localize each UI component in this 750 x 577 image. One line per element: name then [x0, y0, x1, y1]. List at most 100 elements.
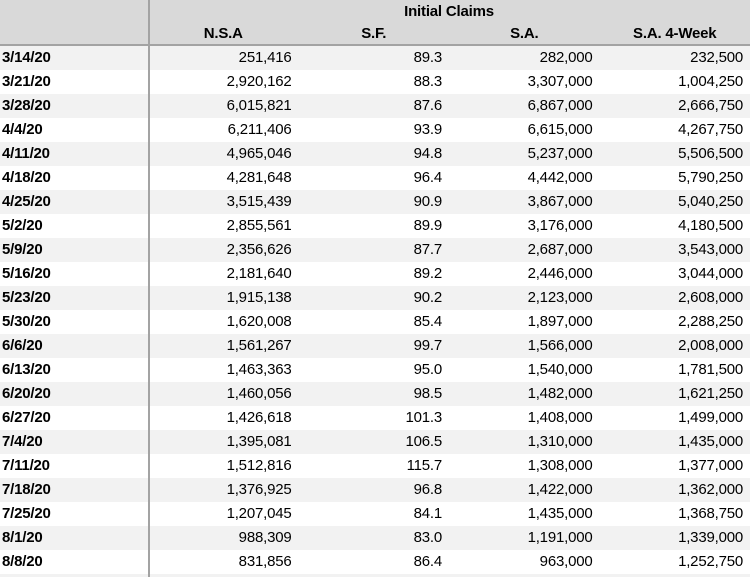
table-row: 8/1/20 988,309 83.0 1,191,000 1,339,000 — [0, 526, 750, 550]
value-cell: 2,666,750 — [678, 97, 743, 114]
table-row: 7/18/20 1,376,925 96.8 1,422,000 1,362,000 — [0, 478, 750, 502]
value-cell: 96.4 — [413, 169, 443, 186]
column-header: S.A. 4-Week — [633, 25, 717, 42]
value-cell: 87.6 — [413, 97, 443, 114]
table-row: 7/25/20 1,207,045 84.1 1,435,000 1,368,750 — [0, 502, 750, 526]
date-cell: 7/11/20 — [2, 457, 50, 474]
value-cell: 1,460,056 — [226, 385, 292, 402]
date-cell: 5/9/20 — [2, 241, 43, 258]
table-row: 4/4/20 6,211,406 93.9 6,615,000 4,267,750 — [0, 118, 750, 142]
title-row: Initial Claims — [0, 0, 750, 22]
table-row: 6/20/20 1,460,056 98.5 1,482,000 1,621,250 — [0, 382, 750, 406]
date-cell: 4/25/20 — [2, 193, 51, 210]
value-cell: 89.2 — [413, 265, 443, 282]
date-cell: 3/28/20 — [2, 97, 51, 114]
date-cell: 6/6/20 — [2, 337, 43, 354]
value-cell: 6,211,406 — [227, 121, 292, 138]
value-cell: 99.7 — [413, 337, 443, 354]
value-cell: 88.3 — [413, 73, 443, 90]
value-cell: 1,362,000 — [678, 481, 743, 498]
value-cell: 94.8 — [413, 145, 443, 162]
table-row: 4/25/20 3,515,439 90.9 3,867,000 5,040,250 — [0, 190, 750, 214]
value-cell: 1,377,000 — [678, 457, 743, 474]
date-cell: 5/16/20 — [2, 265, 51, 282]
value-cell: 1,422,000 — [527, 481, 593, 498]
value-cell: 1,482,000 — [527, 385, 593, 402]
value-cell: 251,416 — [238, 49, 292, 66]
table-title: Initial Claims — [404, 3, 494, 20]
value-cell: 101.3 — [405, 409, 442, 426]
value-cell: 2,608,000 — [678, 289, 743, 306]
value-cell: 1,620,008 — [226, 313, 292, 330]
value-cell: 963,000 — [539, 553, 593, 570]
value-cell: 93.9 — [413, 121, 443, 138]
value-cell: 5,790,250 — [678, 169, 743, 186]
value-cell: 6,015,821 — [226, 97, 292, 114]
table-body: 3/14/20 251,416 89.3 282,000 232,500 3/21/20 2… — [0, 46, 750, 574]
value-cell: 1,463,363 — [226, 361, 292, 378]
column-header-row: N.S.A S.F. S.A. S.A. 4-Week — [0, 22, 750, 44]
date-cell: 7/25/20 — [2, 505, 51, 522]
date-cell: 7/18/20 — [2, 481, 51, 498]
value-cell: 6,615,000 — [527, 121, 593, 138]
table-row: 6/6/20 1,561,267 99.7 1,566,000 2,008,000 — [0, 334, 750, 358]
value-cell: 5,506,500 — [678, 145, 743, 162]
table-row: 4/11/20 4,965,046 94.8 5,237,000 5,506,500 — [0, 142, 750, 166]
table-row: 8/8/20 831,856 86.4 963,000 1,252,750 — [0, 550, 750, 574]
date-cell: 4/11/20 — [2, 145, 50, 162]
date-cell: 5/2/20 — [2, 217, 43, 234]
value-cell: 1,435,000 — [527, 505, 593, 522]
value-cell: 3,307,000 — [527, 73, 593, 90]
value-cell: 1,339,000 — [678, 529, 743, 546]
value-cell: 106.5 — [405, 433, 442, 450]
value-cell: 1,897,000 — [527, 313, 593, 330]
date-cell: 6/20/20 — [2, 385, 51, 402]
date-cell: 5/30/20 — [2, 313, 51, 330]
value-cell: 282,000 — [539, 49, 593, 66]
value-cell: 1,395,081 — [226, 433, 292, 450]
value-cell: 95.0 — [413, 361, 443, 378]
value-cell: 90.9 — [413, 193, 443, 210]
date-cell: 3/21/20 — [2, 73, 51, 90]
value-cell: 2,855,561 — [226, 217, 292, 234]
value-cell: 89.9 — [413, 217, 443, 234]
value-cell: 84.1 — [413, 505, 443, 522]
table-row: 5/9/20 2,356,626 87.7 2,687,000 3,543,000 — [0, 238, 750, 262]
date-cell: 4/4/20 — [2, 121, 43, 138]
value-cell: 3,176,000 — [527, 217, 593, 234]
value-cell: 1,408,000 — [527, 409, 593, 426]
value-cell: 1,310,000 — [527, 433, 593, 450]
value-cell: 83.0 — [413, 529, 443, 546]
date-cell: 5/23/20 — [2, 289, 51, 306]
value-cell: 90.2 — [413, 289, 443, 306]
date-cell: 6/27/20 — [2, 409, 51, 426]
column-header: N.S.A — [203, 25, 243, 42]
table-row: 7/11/20 1,512,816 115.7 1,308,000 1,377,000 — [0, 454, 750, 478]
date-cell: 7/4/20 — [2, 433, 43, 450]
date-cell: 3/14/20 — [2, 49, 51, 66]
value-cell: 2,356,626 — [226, 241, 292, 258]
table-row: 3/14/20 251,416 89.3 282,000 232,500 — [0, 46, 750, 70]
value-cell: 1,368,750 — [678, 505, 743, 522]
value-cell: 6,867,000 — [527, 97, 593, 114]
table-row: 5/16/20 2,181,640 89.2 2,446,000 3,044,000 — [0, 262, 750, 286]
value-cell: 3,044,000 — [678, 265, 743, 282]
value-cell: 1,915,138 — [226, 289, 292, 306]
table-row: 5/23/20 1,915,138 90.2 2,123,000 2,608,000 — [0, 286, 750, 310]
value-cell: 1,426,618 — [226, 409, 292, 426]
value-cell: 2,920,162 — [226, 73, 292, 90]
value-cell: 86.4 — [413, 553, 443, 570]
column-header: S.A. — [510, 25, 539, 42]
value-cell: 98.5 — [413, 385, 443, 402]
value-cell: 2,687,000 — [527, 241, 593, 258]
value-cell: 2,181,640 — [226, 265, 292, 282]
value-cell: 2,446,000 — [527, 265, 593, 282]
date-cell: 8/1/20 — [2, 529, 43, 546]
table-row: 4/18/20 4,281,648 96.4 4,442,000 5,790,250 — [0, 166, 750, 190]
column-header: S.F. — [361, 25, 387, 42]
value-cell: 2,008,000 — [678, 337, 743, 354]
table-row: 5/30/20 1,620,008 85.4 1,897,000 2,288,250 — [0, 310, 750, 334]
value-cell: 1,207,045 — [226, 505, 292, 522]
value-cell: 85.4 — [413, 313, 443, 330]
value-cell: 232,500 — [690, 49, 743, 66]
